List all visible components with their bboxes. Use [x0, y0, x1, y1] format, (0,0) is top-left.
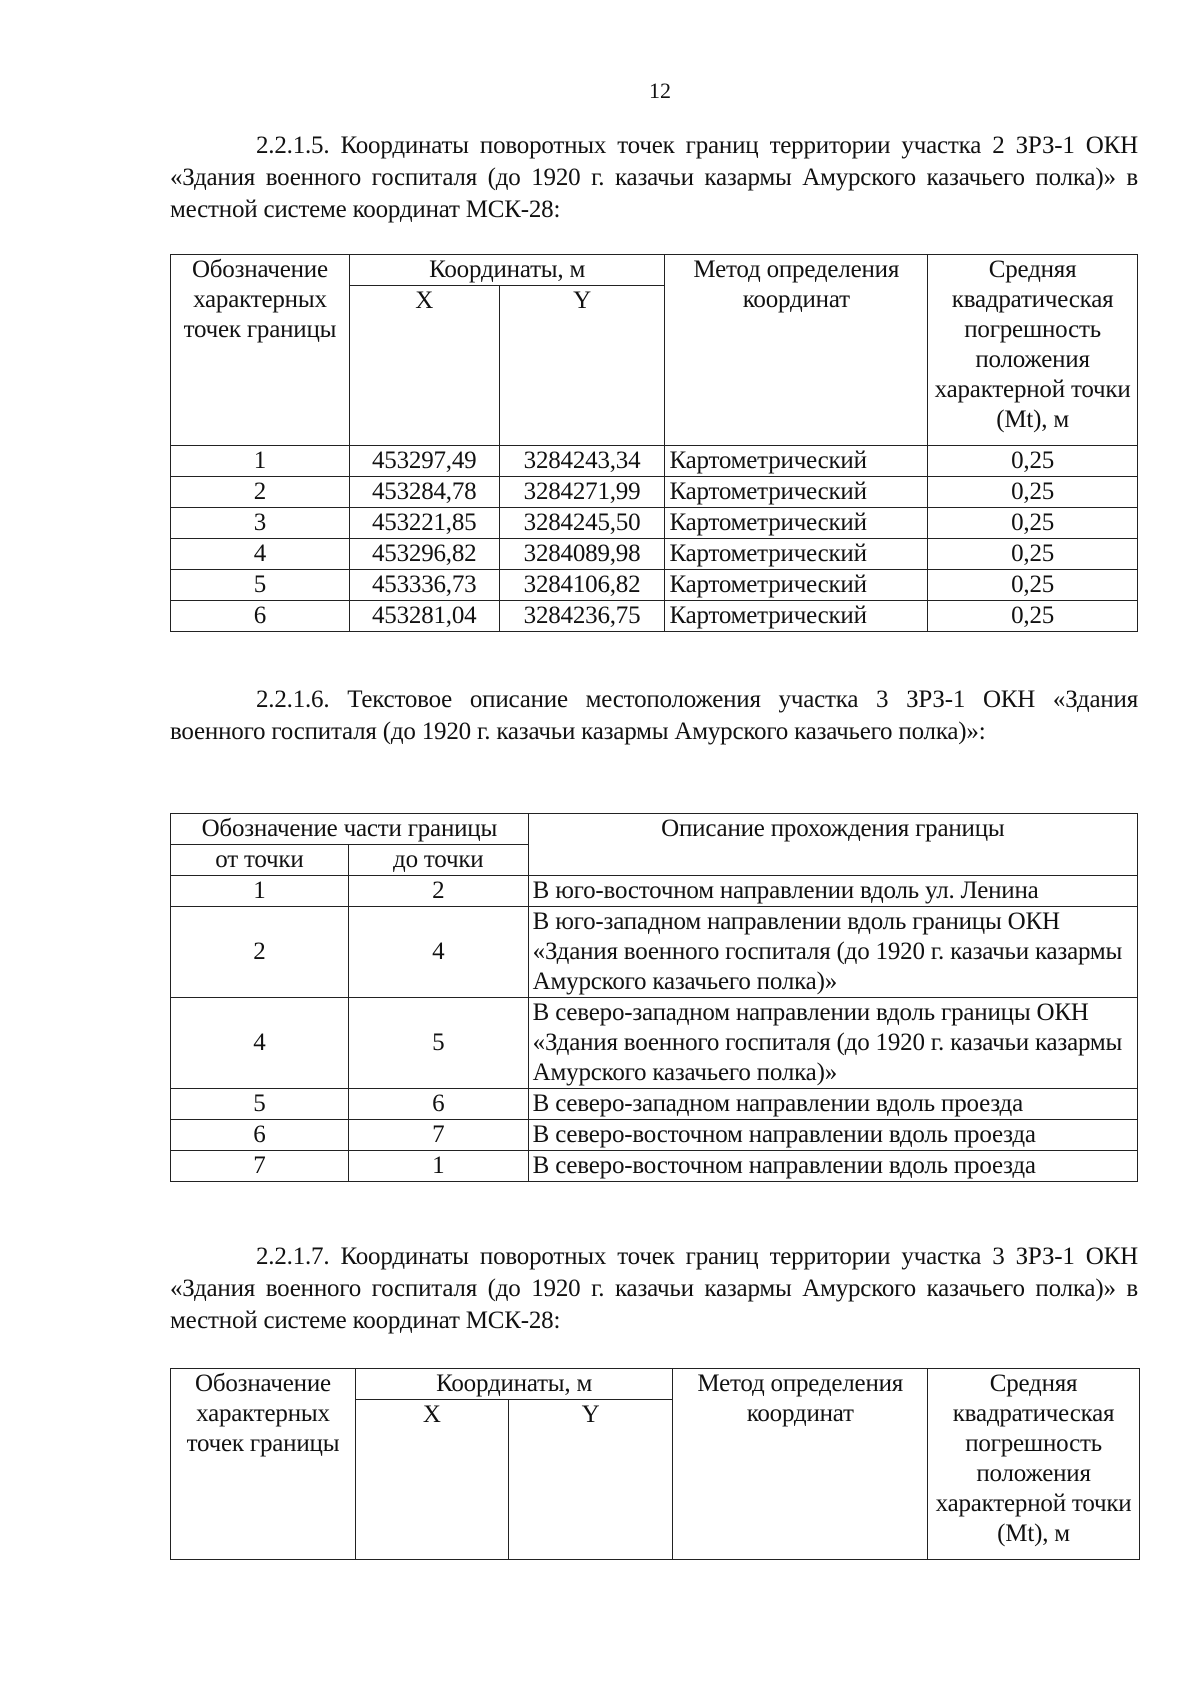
- method: Картометрический: [664, 569, 929, 601]
- from-point: 7: [170, 1150, 349, 1182]
- header-y: Y: [498, 285, 666, 446]
- header-point: Обозначение характерных точек границы: [170, 254, 350, 446]
- section-text: Координаты поворотных точек границ терри…: [170, 1243, 1138, 1334]
- error: 0,25: [927, 476, 1138, 508]
- description: В северо-восточном направлении вдоль про…: [527, 1119, 1139, 1151]
- description: В юго-восточном направлении вдоль ул. Ле…: [527, 875, 1139, 907]
- method: Картометрический: [664, 476, 929, 508]
- from-point: 5: [170, 1088, 349, 1120]
- header-part: Обозначение части границы: [170, 813, 529, 845]
- header-method: Метод определения координат: [664, 254, 929, 446]
- header-coords: Координаты, м: [348, 254, 666, 286]
- coord-y: 3284271,99: [498, 476, 666, 508]
- table-row: 2 453284,78 3284271,99 Картометрический 0,25: [170, 476, 1138, 508]
- point-number: 6: [170, 600, 350, 632]
- point-number: 2: [170, 476, 350, 508]
- coord-x: 453284,78: [348, 476, 500, 508]
- method: Картометрический: [664, 507, 929, 539]
- header-error: Средняя квадратическая погрешность полож…: [927, 1368, 1140, 1560]
- to-point: 7: [347, 1119, 529, 1151]
- to-point: 1: [347, 1150, 529, 1182]
- header-error: Средняя квадратическая погрешность полож…: [927, 254, 1138, 446]
- to-point: 5: [347, 997, 529, 1089]
- coordinates-table-plot-3: Обозначение характерных точек границы Ко…: [170, 1368, 1140, 1560]
- header-x: X: [354, 1399, 509, 1560]
- header-coords: Координаты, м: [354, 1368, 674, 1400]
- header-from: от точки: [170, 844, 349, 876]
- point-number: 4: [170, 538, 350, 570]
- section-text: Координаты поворотных точек границ терри…: [170, 132, 1138, 223]
- description: В северо-восточном направлении вдоль про…: [527, 1150, 1139, 1182]
- coord-y: 3284106,82: [498, 569, 666, 601]
- description: В северо-западном направлении вдоль прое…: [527, 1088, 1139, 1120]
- error: 0,25: [927, 445, 1138, 477]
- header-y: Y: [507, 1399, 674, 1560]
- section-2-2-1-6: 2.2.1.6. Текстовое описание местоположен…: [170, 684, 1138, 748]
- coord-x: 453297,49: [348, 445, 500, 477]
- method: Картометрический: [664, 538, 929, 570]
- error: 0,25: [927, 538, 1138, 570]
- coord-x: 453281,04: [348, 600, 500, 632]
- error: 0,25: [927, 507, 1138, 539]
- method: Картометрический: [664, 600, 929, 632]
- boundary-description-table: Обозначение части границы Описание прохо…: [170, 813, 1139, 1182]
- section-number: 2.2.1.6.: [256, 686, 330, 713]
- from-point: 2: [170, 906, 349, 998]
- section-2-2-1-7: 2.2.1.7. Координаты поворотных точек гра…: [170, 1241, 1138, 1337]
- from-point: 6: [170, 1119, 349, 1151]
- from-point: 4: [170, 997, 349, 1089]
- point-number: 1: [170, 445, 350, 477]
- coord-y: 3284089,98: [498, 538, 666, 570]
- coord-y: 3284243,34: [498, 445, 666, 477]
- table-row: 3 453221,85 3284245,50 Картометрический 0,25: [170, 507, 1138, 539]
- section-number: 2.2.1.7.: [256, 1243, 330, 1270]
- section-number: 2.2.1.5.: [256, 132, 330, 159]
- table-row: 6 453281,04 3284236,75 Картометрический 0,25: [170, 600, 1138, 632]
- from-point: 1: [170, 875, 349, 907]
- coord-x: 453336,73: [348, 569, 500, 601]
- point-number: 5: [170, 569, 350, 601]
- page-number: 12: [649, 78, 671, 103]
- table-row: 1 453297,49 3284243,34 Картометрический 0,25: [170, 445, 1138, 477]
- error: 0,25: [927, 569, 1138, 601]
- header-x: X: [348, 285, 500, 446]
- coord-x: 453221,85: [348, 507, 500, 539]
- coord-y: 3284245,50: [498, 507, 666, 539]
- coord-x: 453296,82: [348, 538, 500, 570]
- coord-y: 3284236,75: [498, 600, 666, 632]
- to-point: 6: [347, 1088, 529, 1120]
- header-description: Описание прохождения границы: [527, 813, 1139, 876]
- section-text: Текстовое описание местоположения участк…: [170, 686, 1138, 745]
- error: 0,25: [927, 600, 1138, 632]
- point-number: 3: [170, 507, 350, 539]
- table-row: 4 453296,82 3284089,98 Картометрический 0,25: [170, 538, 1138, 570]
- coordinates-table-plot-2: Обозначение характерных точек границы Ко…: [170, 254, 1138, 632]
- header-to: до точки: [347, 844, 529, 876]
- table-row: 5 453336,73 3284106,82 Картометрический 0,25: [170, 569, 1138, 601]
- description: В юго-западном направлении вдоль границы…: [527, 906, 1139, 998]
- section-2-2-1-5: 2.2.1.5. Координаты поворотных точек гра…: [170, 130, 1138, 226]
- header-method: Метод определения координат: [672, 1368, 929, 1560]
- header-point: Обозначение характерных точек границы: [170, 1368, 356, 1560]
- method: Картометрический: [664, 445, 929, 477]
- to-point: 4: [347, 906, 529, 998]
- to-point: 2: [347, 875, 529, 907]
- description: В северо-западном направлении вдоль гран…: [527, 997, 1139, 1089]
